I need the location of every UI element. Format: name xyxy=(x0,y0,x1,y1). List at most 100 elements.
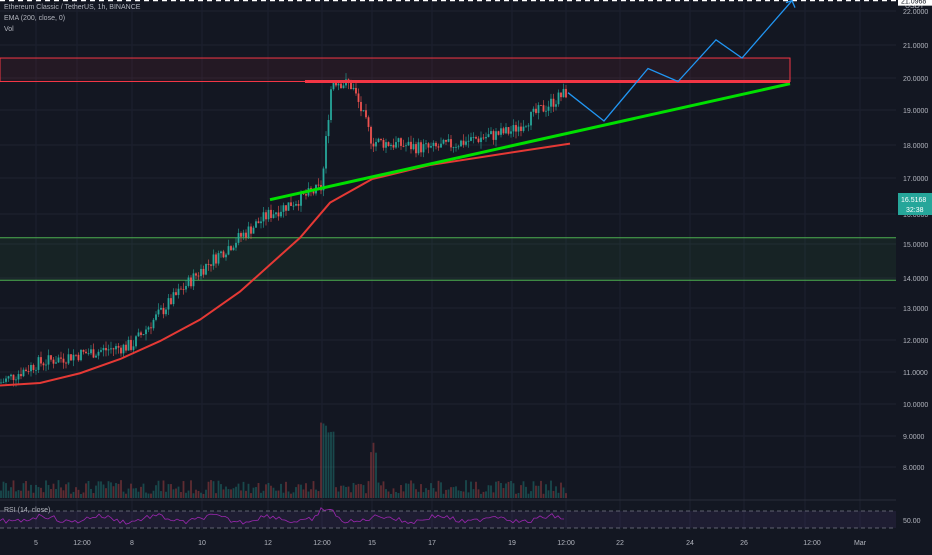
volume-bar xyxy=(497,481,500,498)
candle-body xyxy=(67,354,70,364)
candle-body xyxy=(565,88,567,98)
candle-body xyxy=(547,106,550,111)
candle-body xyxy=(455,146,457,148)
price-tick-label: 10.0000 xyxy=(903,402,928,409)
candle-body xyxy=(517,126,520,132)
price-tick-label: 20.0000 xyxy=(903,76,928,83)
candle-body xyxy=(200,268,202,277)
candle-body xyxy=(162,307,165,315)
candle-body xyxy=(187,277,190,286)
volume-bar xyxy=(557,492,560,498)
zones xyxy=(0,0,896,281)
volume-bar xyxy=(502,488,505,498)
volume-bar xyxy=(440,482,442,498)
volume-bar xyxy=(215,493,217,498)
candle-body xyxy=(380,138,382,140)
volume-bar xyxy=(42,492,45,498)
volume-bar xyxy=(467,492,470,498)
candle-body xyxy=(317,184,320,186)
candle-body xyxy=(447,139,450,142)
candle-body xyxy=(410,141,412,150)
volume-bar xyxy=(325,425,327,498)
volume-bar xyxy=(565,493,567,498)
price-tick-label: 12.0000 xyxy=(903,338,928,345)
candle-body xyxy=(385,142,387,148)
volume-bar xyxy=(447,489,450,498)
candle-body xyxy=(155,314,157,320)
candle-body xyxy=(560,92,562,98)
time-tick-label: 24 xyxy=(686,540,694,547)
volume-bar xyxy=(527,493,530,498)
volume-bar xyxy=(357,483,360,498)
volume-bar xyxy=(537,485,540,498)
volume-bar xyxy=(485,491,487,498)
candle-body xyxy=(290,202,292,206)
candle-body xyxy=(432,142,435,147)
volume-bar xyxy=(17,490,20,498)
candle-body xyxy=(552,98,555,107)
ascending-trendline xyxy=(269,82,791,202)
candle-body xyxy=(75,354,77,356)
candle-body xyxy=(105,347,107,351)
candle-body xyxy=(430,146,432,148)
price-tick-label: 18.0000 xyxy=(903,143,928,150)
volume-bar xyxy=(267,482,270,498)
candle-body xyxy=(175,292,177,295)
ema-legend[interactable]: EMA (200, close, 0) xyxy=(4,15,66,22)
candle-body xyxy=(177,288,180,295)
candle-body xyxy=(372,143,375,147)
candle-body xyxy=(482,137,485,139)
candle-body xyxy=(137,332,140,337)
candle-body xyxy=(70,354,72,361)
volume-bar xyxy=(187,490,190,498)
candle-body xyxy=(537,105,540,113)
volume-bar xyxy=(487,485,490,498)
volume-bar xyxy=(532,481,535,498)
price-tick-label: 9.0000 xyxy=(903,434,925,441)
volume-bar xyxy=(365,493,367,498)
candle-body xyxy=(262,212,265,222)
candle-body xyxy=(540,105,542,106)
volume-bar xyxy=(292,492,295,498)
candle-body xyxy=(195,273,197,276)
volume-bar xyxy=(510,480,512,498)
candle-body xyxy=(237,233,240,243)
candle-body xyxy=(367,117,370,127)
candle-body xyxy=(145,329,147,335)
candle-body xyxy=(495,131,497,140)
grid xyxy=(0,0,896,530)
candle-body xyxy=(442,139,445,144)
volume-bar xyxy=(87,480,90,498)
volume-bar xyxy=(120,480,122,498)
candles xyxy=(0,73,567,387)
volume-bars xyxy=(0,422,567,498)
candle-body xyxy=(425,143,427,145)
volume-bar xyxy=(385,489,387,498)
candle-body xyxy=(470,137,472,141)
volume-bar xyxy=(332,431,335,498)
volume-bar xyxy=(152,490,155,498)
candle-body xyxy=(50,355,52,360)
candle-body xyxy=(95,355,97,358)
rsi-legend[interactable]: RSI (14, close) xyxy=(4,507,51,514)
volume-bar xyxy=(410,480,412,498)
volume-bar xyxy=(147,493,150,498)
candle-body xyxy=(117,346,120,348)
candle-body xyxy=(512,125,515,132)
candle-body xyxy=(2,381,5,383)
candle-body xyxy=(420,142,422,153)
volume-bar xyxy=(142,483,145,498)
volume-bar xyxy=(190,480,192,498)
candle-body xyxy=(165,309,167,315)
volume-bar xyxy=(177,486,180,498)
vol-legend[interactable]: Vol xyxy=(4,26,14,33)
candle-body xyxy=(127,339,130,351)
candle-body xyxy=(87,353,90,355)
candle-body xyxy=(507,127,510,134)
volume-bar xyxy=(542,493,545,498)
volume-bar xyxy=(482,491,485,498)
candle-body xyxy=(97,351,100,356)
volume-bar xyxy=(107,481,110,498)
